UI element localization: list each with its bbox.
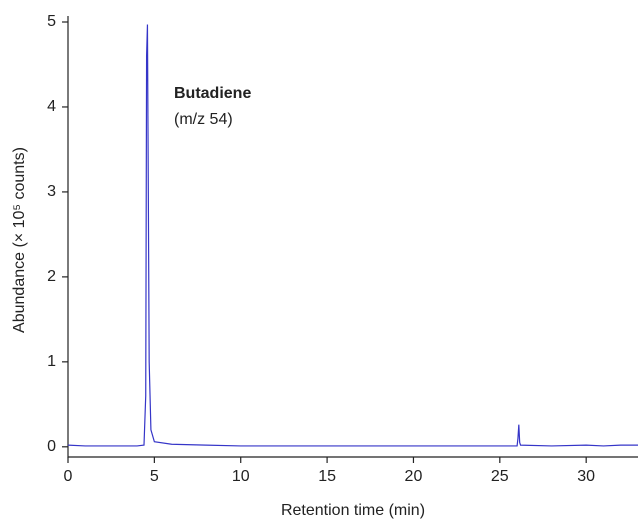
x-tick-label: 5 <box>150 468 159 485</box>
y-tick-label: 5 <box>47 13 56 30</box>
x-tick-label: 15 <box>318 468 336 485</box>
y-tick-label: 0 <box>47 438 56 455</box>
x-tick-label: 20 <box>405 468 423 485</box>
x-axis-label: Retention time (min) <box>281 502 425 519</box>
axes <box>67 16 638 458</box>
y-axis-label: Abundance (× 10⁵ counts) <box>11 147 28 333</box>
x-tick-label: 10 <box>232 468 250 485</box>
annotation-subtitle: (m/z 54) <box>174 111 233 128</box>
annotation-title: Butadiene <box>174 85 251 102</box>
y-tick-label: 3 <box>47 183 56 200</box>
x-tick-label: 0 <box>64 468 73 485</box>
data-line <box>67 24 638 447</box>
x-tick-label: 30 <box>577 468 595 485</box>
x-tick-label: 25 <box>491 468 509 485</box>
y-tick-label: 2 <box>47 268 56 285</box>
y-tick-label: 1 <box>47 353 56 370</box>
y-tick-label: 4 <box>47 98 56 115</box>
